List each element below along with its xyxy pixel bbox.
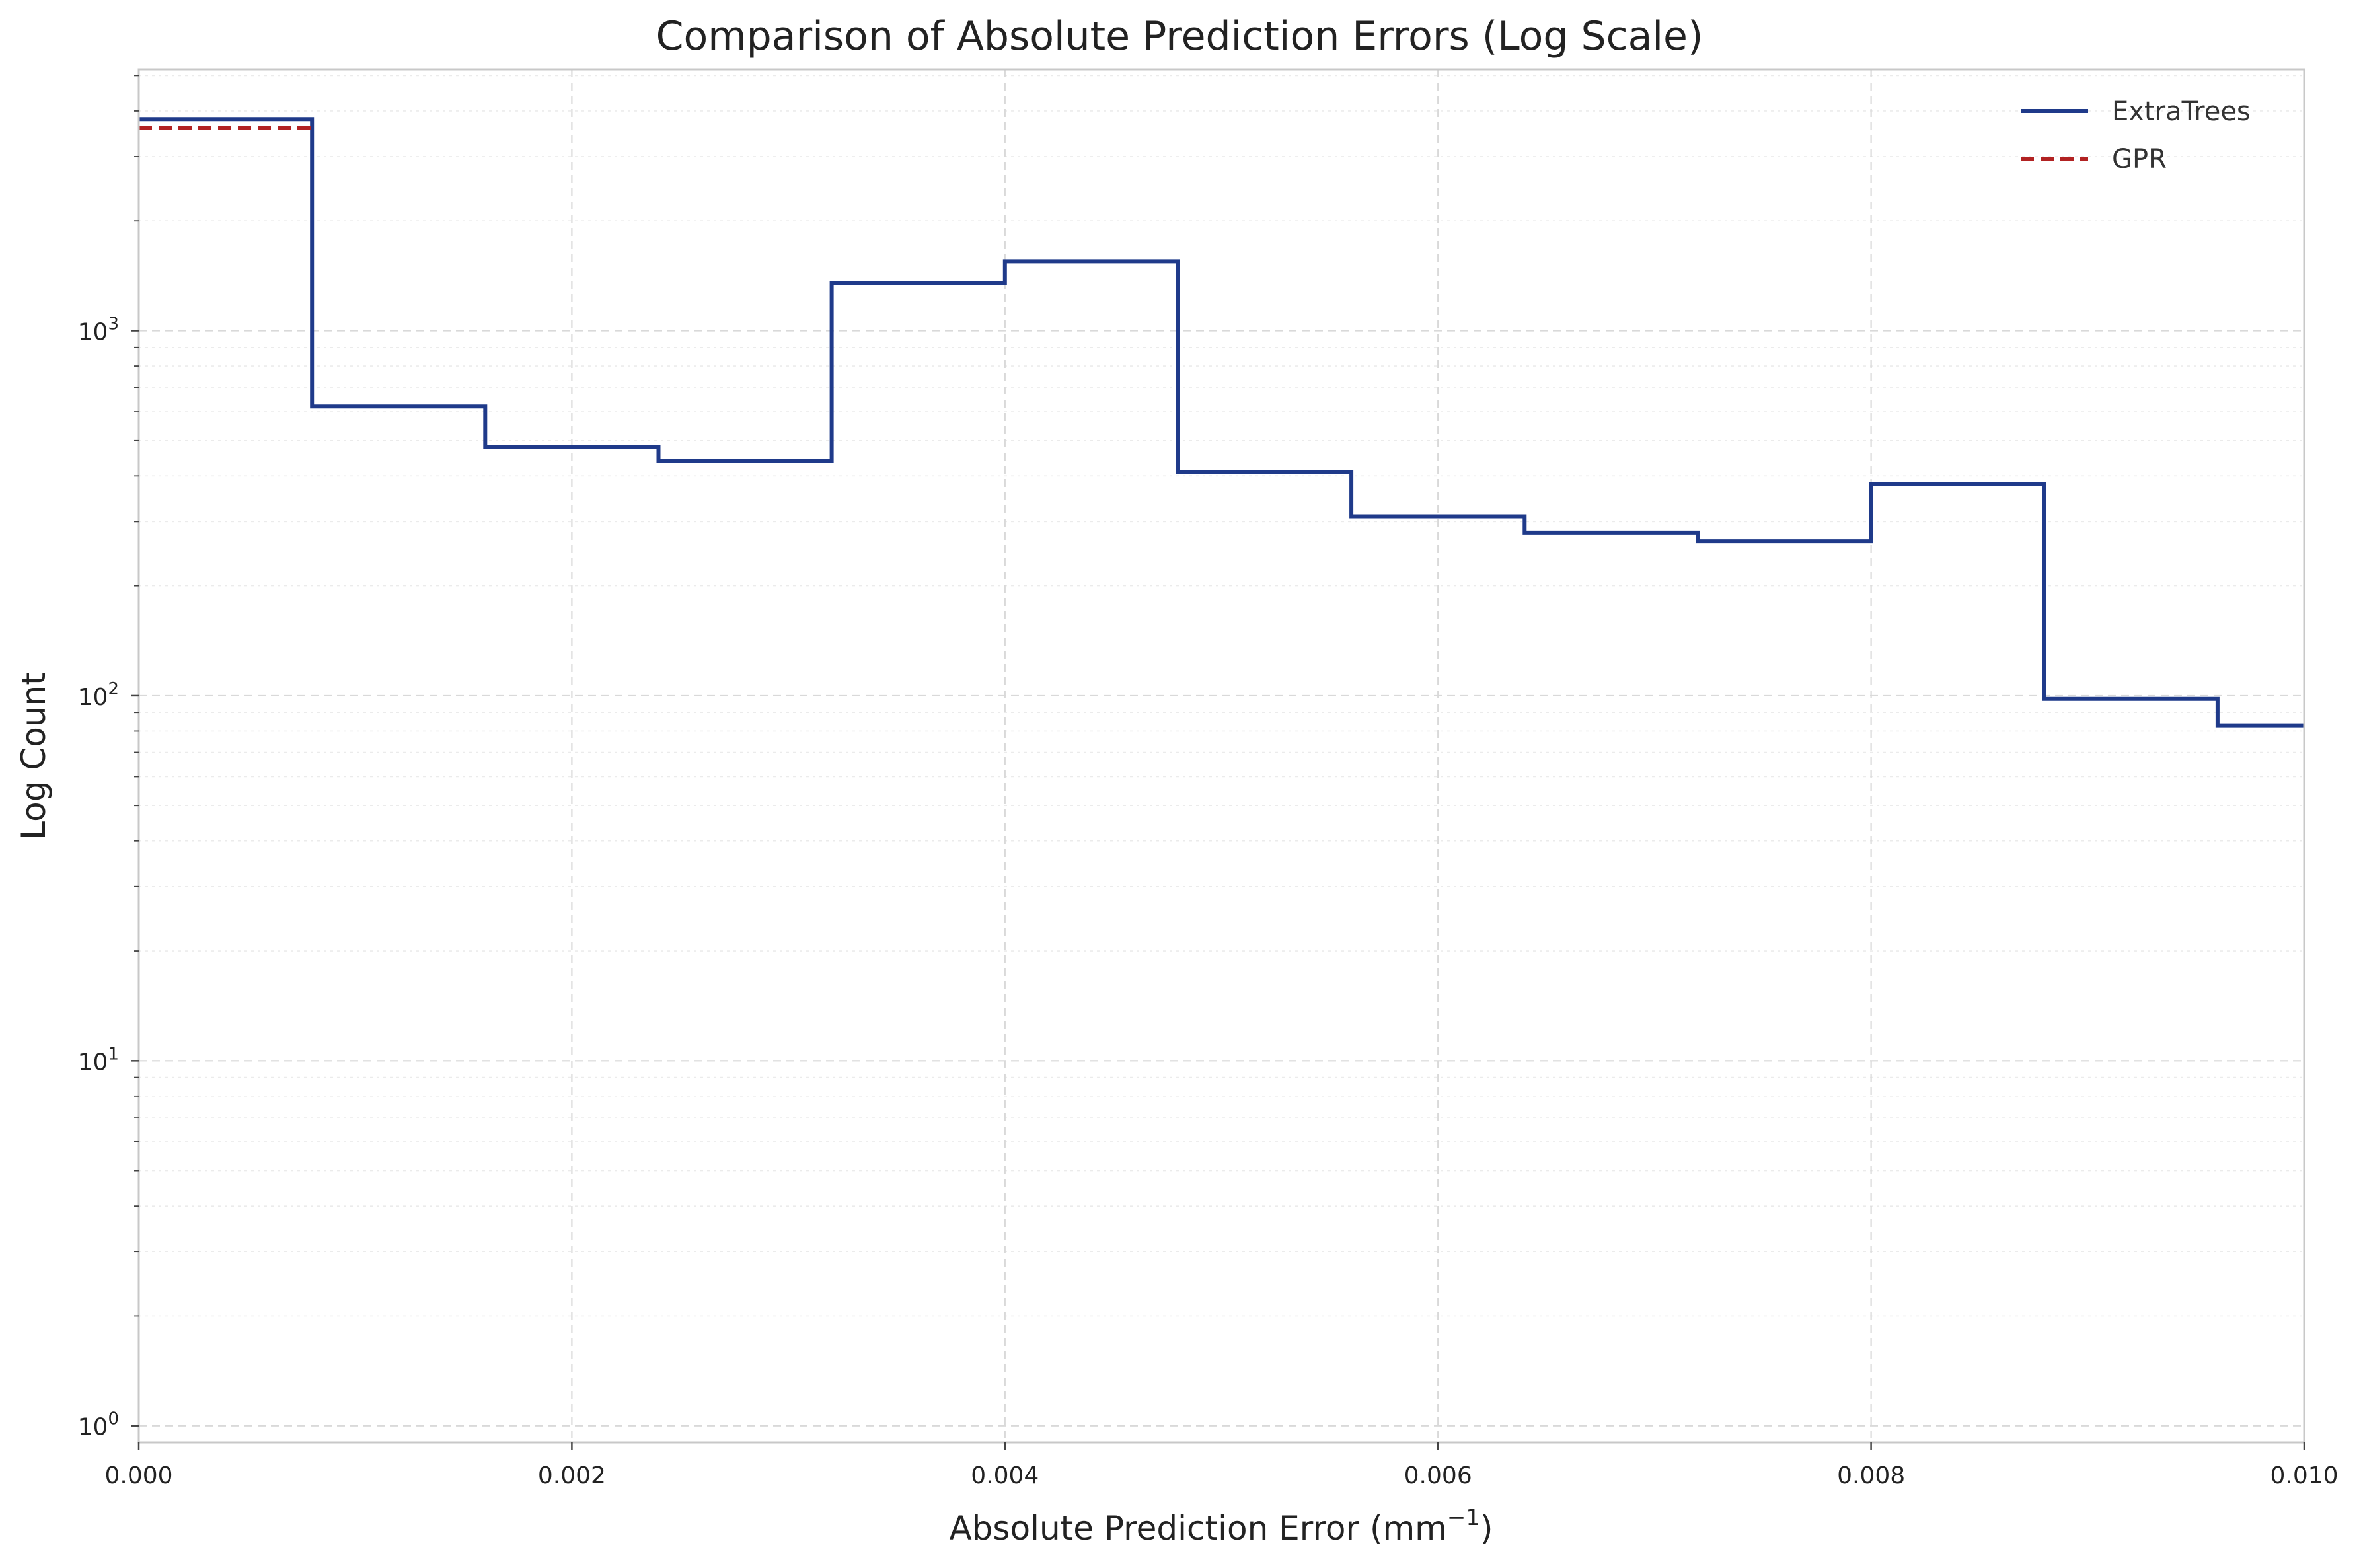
x-tick-label: 0.008 xyxy=(1837,1462,1905,1489)
x-tick-label: 0.002 xyxy=(538,1462,606,1489)
y-tick-label: 103 xyxy=(78,315,119,346)
x-tick-label: 0.004 xyxy=(971,1462,1039,1489)
y-tick-label: 100 xyxy=(78,1409,119,1441)
x-axis-label: Absolute Prediction Error (mm−1) xyxy=(949,1505,1493,1548)
series-line-extratrees xyxy=(139,117,2304,728)
x-tick-label: 0.010 xyxy=(2270,1462,2338,1489)
legend: ExtraTrees GPR xyxy=(2021,96,2251,174)
chart-title: Comparison of Absolute Prediction Errors… xyxy=(656,13,1704,59)
x-tick-label: 0.000 xyxy=(104,1462,172,1489)
tick-labels: 0.000 0.002 0.004 0.006 0.008 0.010 100 101 102 1… xyxy=(78,75,2339,1489)
data-series xyxy=(139,117,2304,728)
y-tick-label: 101 xyxy=(78,1044,119,1076)
legend-label-extratrees: ExtraTrees xyxy=(2112,96,2251,127)
legend-label-gpr: GPR xyxy=(2112,144,2167,174)
y-tick-label: 102 xyxy=(78,679,119,711)
x-tick-label: 0.006 xyxy=(1404,1462,1472,1489)
plot-frame xyxy=(137,68,2305,1444)
y-axis-label: Log Count xyxy=(15,672,53,840)
